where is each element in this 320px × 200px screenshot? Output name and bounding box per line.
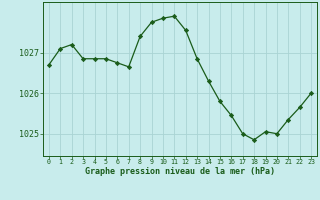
X-axis label: Graphe pression niveau de la mer (hPa): Graphe pression niveau de la mer (hPa)	[85, 167, 275, 176]
